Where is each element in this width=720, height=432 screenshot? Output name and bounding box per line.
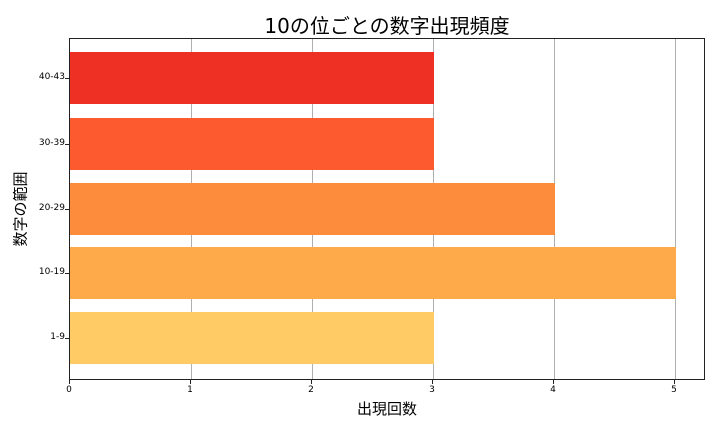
ytick-label-20-29: 20-29	[38, 203, 65, 213]
bar-1-9	[70, 312, 434, 364]
xtick-mark	[432, 380, 433, 384]
xtick-label-2: 2	[308, 385, 314, 395]
bar-10-19	[70, 247, 676, 299]
ytick-mark	[65, 78, 69, 79]
xtick-mark	[553, 380, 554, 384]
ytick-label-1-9: 1-9	[50, 332, 65, 342]
ytick-mark	[65, 209, 69, 210]
xtick-mark	[69, 380, 70, 384]
xtick-label-5: 5	[671, 385, 677, 395]
gridline-x-5	[675, 39, 676, 379]
y-axis-label: 数字の範囲	[11, 171, 30, 247]
ytick-mark	[65, 273, 69, 274]
chart-title: 10の位ごとの数字出現頻度	[264, 14, 510, 38]
x-axis-label: 出現回数	[356, 400, 417, 418]
ytick-mark	[65, 338, 69, 339]
xtick-label-1: 1	[187, 385, 193, 395]
ytick-mark	[65, 144, 69, 145]
xtick-mark	[311, 380, 312, 384]
xtick-mark	[674, 380, 675, 384]
xtick-label-3: 3	[429, 385, 435, 395]
ytick-label-40-43: 40-43	[38, 72, 65, 82]
xtick-label-0: 0	[66, 385, 72, 395]
ytick-label-10-19: 10-19	[38, 267, 65, 277]
bar-40-43	[70, 52, 434, 104]
bar-20-29	[70, 183, 555, 235]
ytick-label-30-39: 30-39	[38, 138, 65, 148]
bar-30-39	[70, 118, 434, 170]
xtick-mark	[190, 380, 191, 384]
plot-area	[69, 38, 705, 380]
xtick-label-4: 4	[550, 385, 556, 395]
